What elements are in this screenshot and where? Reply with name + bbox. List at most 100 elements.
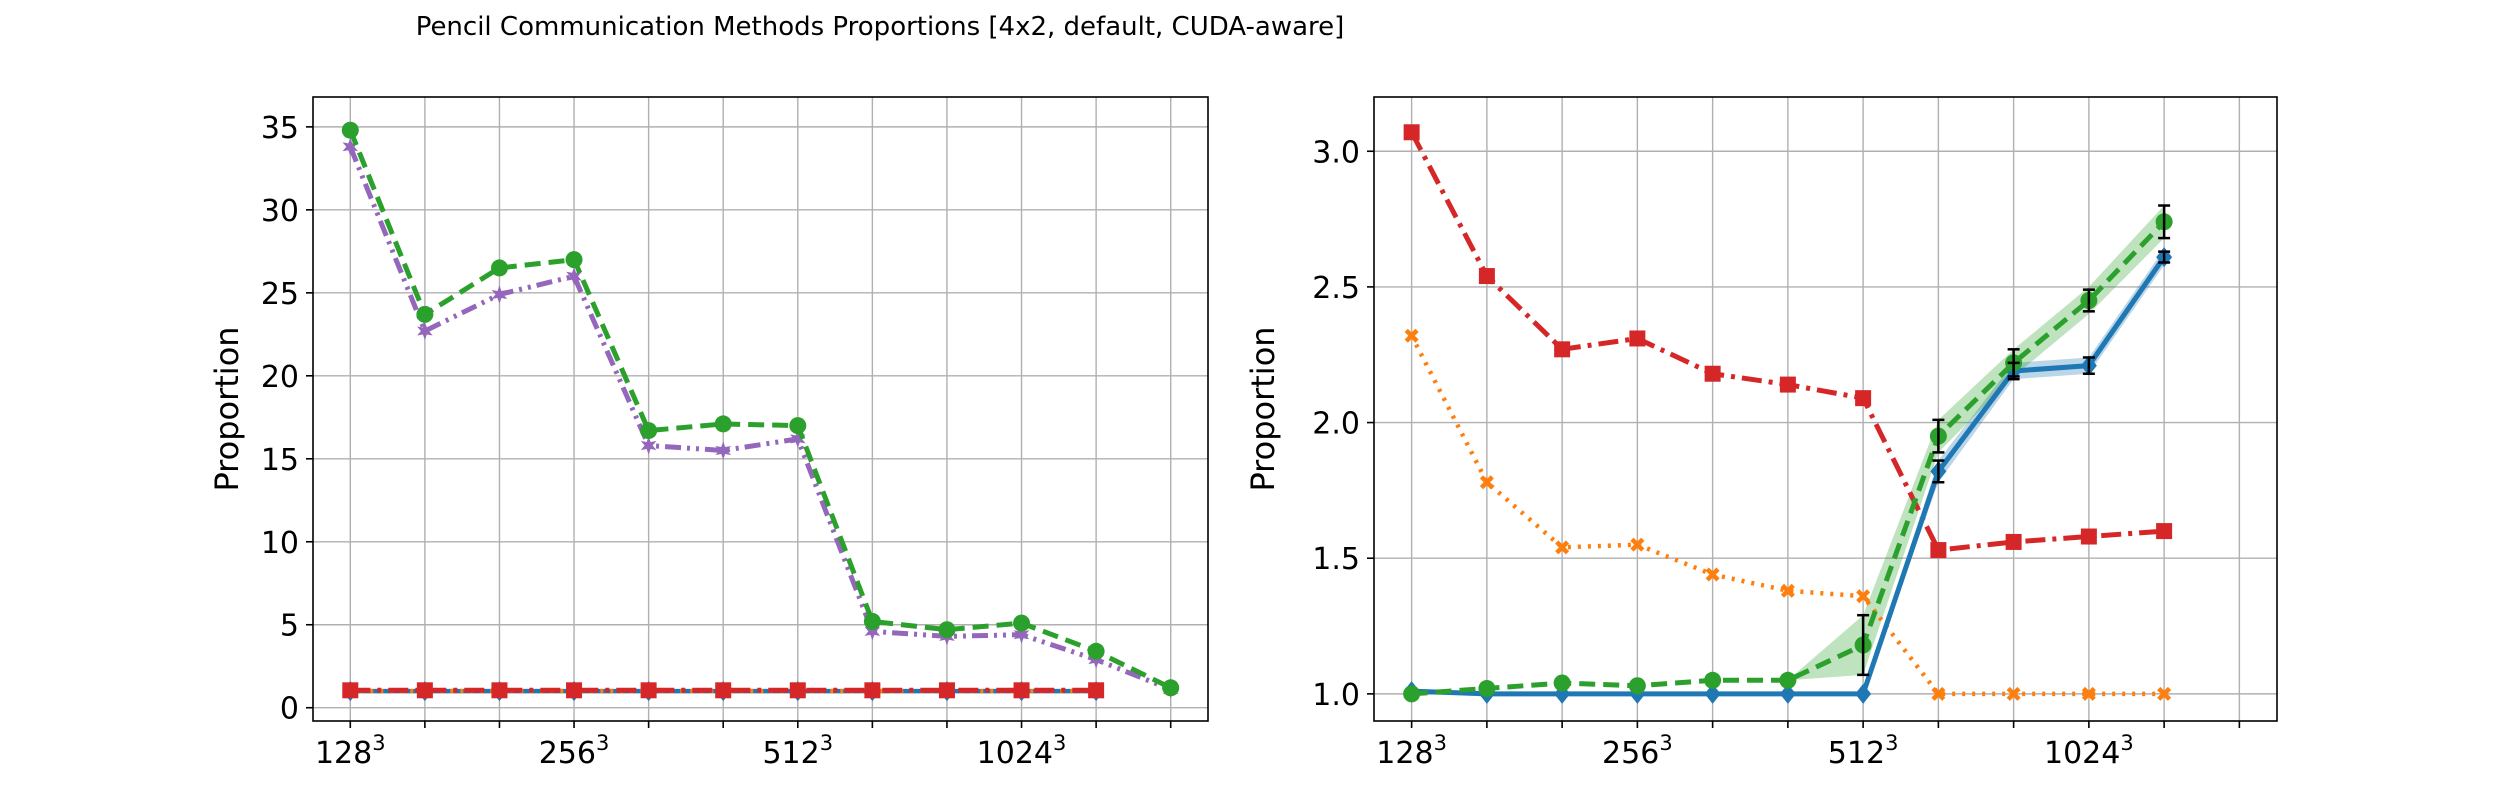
series-3-line <box>1411 220 2166 697</box>
x-tick-label: 2563 <box>1602 731 1673 771</box>
y-tick-label: 2.5 <box>1312 271 1360 306</box>
y-tick-label: 30 <box>261 194 299 229</box>
x-tick-exponent: 3 <box>372 731 385 755</box>
y-tick-label: 20 <box>261 360 299 395</box>
y-tick-label: 15 <box>261 443 299 478</box>
series-1-point <box>1931 686 1946 701</box>
series-0-point <box>2156 523 2173 540</box>
series-4-point <box>1013 682 1030 699</box>
series-1-point <box>1630 537 1645 552</box>
series-3-point <box>1704 671 1722 689</box>
x-tick-label: 2563 <box>539 731 610 771</box>
y-tick-label: 1.0 <box>1312 678 1360 713</box>
series-2-point <box>491 285 508 304</box>
x-tick-label: 10243 <box>2044 731 2134 771</box>
series-3-point <box>416 305 434 323</box>
x-tick-label: 1283 <box>315 731 386 771</box>
grid <box>1374 97 2277 721</box>
series-2-point <box>1779 683 1796 704</box>
series-3-point <box>1478 679 1496 697</box>
y-tick-label: 1.5 <box>1312 542 1360 577</box>
series-3-point <box>1162 679 1180 697</box>
series-2-point <box>715 441 732 460</box>
y-tick-label: 25 <box>261 277 299 312</box>
series-0-point <box>1855 390 1872 407</box>
series-2-point <box>566 267 582 286</box>
x-tick-base: 1024 <box>977 736 1053 771</box>
series-3-point <box>640 422 658 440</box>
plot-frame <box>1373 96 2278 722</box>
series-1-point <box>2157 686 2172 701</box>
series-3-point <box>938 621 956 639</box>
series-0-point <box>1403 124 1420 141</box>
series-3-point <box>1553 674 1571 692</box>
series-2-line <box>347 145 1172 692</box>
y-tick-label: 35 <box>261 111 299 146</box>
series-0-point <box>1478 268 1495 285</box>
plot-frame <box>312 96 1209 722</box>
y-tick-label: 10 <box>261 526 299 561</box>
x-tick-label: 5123 <box>762 731 833 771</box>
series-4-point <box>1088 682 1105 699</box>
series-3-point <box>714 415 732 433</box>
series-3-point <box>1628 677 1646 695</box>
series-1-point <box>1705 567 1720 582</box>
series-0-point <box>1704 365 1721 382</box>
series-2-point <box>789 429 806 448</box>
y-tick-label: 3.0 <box>1312 135 1360 170</box>
series-3-line <box>347 129 1172 691</box>
series-4-point <box>491 682 508 699</box>
series-4-point <box>566 682 583 699</box>
x-tick-base: 128 <box>1376 736 1433 771</box>
series-3-point <box>863 612 881 630</box>
series-3-point <box>565 251 583 269</box>
series-2-point <box>1855 683 1872 704</box>
x-tick-exponent: 3 <box>1053 731 1066 755</box>
x-tick-base: 512 <box>762 736 819 771</box>
x-tick-exponent: 3 <box>1434 731 1447 755</box>
series-3-point <box>1779 671 1797 689</box>
series-1-point <box>1555 540 1570 555</box>
series-4-point <box>789 682 806 699</box>
series-1-orange <box>1404 328 2172 701</box>
series-4-point <box>938 682 955 699</box>
series-0-point <box>1779 376 1796 393</box>
x-tick-base: 512 <box>1828 736 1885 771</box>
grid <box>313 97 1208 721</box>
series-2-point <box>1013 625 1030 644</box>
series-4-point <box>864 682 881 699</box>
series-1-line <box>1409 334 2165 697</box>
series-2-point <box>417 322 433 340</box>
series-3-point <box>1403 685 1421 703</box>
series-1-point <box>2006 686 2021 701</box>
series-0-point <box>2005 533 2022 550</box>
x-tick-exponent: 3 <box>1885 731 1898 755</box>
y-tick-label: 5 <box>280 609 299 644</box>
x-tick-exponent: 3 <box>596 731 609 755</box>
series-3-point <box>341 121 359 139</box>
series-0-point <box>2080 528 2097 545</box>
x-tick-base: 128 <box>315 736 372 771</box>
series-2-point <box>640 436 657 455</box>
series-0-point <box>1629 330 1646 347</box>
x-tick-base: 256 <box>539 736 596 771</box>
x-tick-label: 10243 <box>977 731 1067 771</box>
series-2-point <box>1704 683 1721 704</box>
series-4-red <box>342 682 1105 699</box>
series-0-point <box>1554 341 1571 358</box>
series-4-point <box>715 682 732 699</box>
y-tick-label: 0 <box>280 692 299 727</box>
figure-title: Pencil Communication Methods Proportions… <box>415 12 1345 42</box>
x-tick-exponent: 3 <box>820 731 833 755</box>
series-4-point <box>416 682 433 699</box>
x-tick-exponent: 3 <box>1659 731 1672 755</box>
x-tick-label: 1283 <box>1376 731 1447 771</box>
x-tick-label: 5123 <box>1828 731 1899 771</box>
series-4-point <box>342 682 359 699</box>
y-axis-label: Proportion <box>1244 326 1282 491</box>
series-1-point <box>1856 589 1871 604</box>
y-tick-label: 2.0 <box>1312 407 1360 442</box>
series-2-point <box>342 137 359 156</box>
